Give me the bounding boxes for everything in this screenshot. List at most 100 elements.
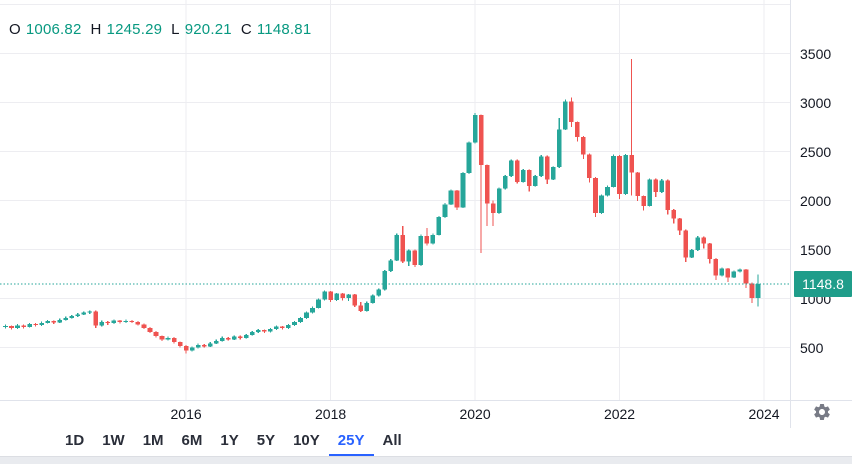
candle-body — [593, 177, 598, 214]
candle-body — [75, 314, 81, 317]
candle-body — [27, 323, 32, 327]
candle-body — [484, 165, 490, 204]
range-button-6m[interactable]: 6M — [173, 428, 212, 456]
range-button-1m[interactable]: 1M — [134, 428, 173, 456]
price-tick-label: 2000 — [800, 192, 832, 209]
candle-body — [81, 312, 87, 315]
candle-body — [701, 237, 707, 244]
candle-body — [514, 160, 520, 182]
candle-body — [641, 196, 646, 206]
price-tick-label: 3500 — [800, 45, 832, 62]
candle-body — [617, 155, 622, 195]
candle-body — [671, 209, 677, 219]
candle-body — [183, 346, 189, 351]
price-tick-label: 1500 — [800, 241, 832, 258]
candle-body — [358, 305, 363, 311]
candle-body — [695, 237, 701, 250]
range-button-1y[interactable]: 1Y — [211, 428, 247, 456]
candle-body — [63, 317, 68, 320]
candle-body — [352, 294, 357, 306]
candle-body — [460, 173, 466, 208]
range-button-25y[interactable]: 25Y — [328, 428, 374, 456]
candle-body — [382, 271, 388, 290]
candle-body — [532, 176, 538, 186]
candle-body — [731, 271, 737, 278]
candle-body — [51, 321, 56, 323]
candle-body — [346, 294, 351, 299]
time-tick-label: 2016 — [170, 406, 202, 422]
candle-body — [430, 234, 436, 244]
candle-body — [256, 330, 261, 333]
candle-body — [448, 190, 454, 205]
open-value: 1006.82 — [25, 21, 82, 38]
candle-body — [713, 258, 719, 276]
candle-body — [599, 195, 604, 214]
candle-body — [502, 176, 508, 189]
candle-body — [105, 321, 111, 324]
candle-body — [719, 268, 725, 276]
candle-body — [466, 142, 472, 174]
candle-body — [129, 320, 135, 323]
candle-body — [99, 321, 105, 326]
candle-body — [605, 186, 610, 196]
range-button-1w[interactable]: 1W — [93, 428, 134, 456]
candle-body — [394, 234, 400, 261]
candle-body — [683, 230, 689, 258]
candle-body — [219, 337, 225, 341]
price-axis[interactable]: 500 1000 1500 2000 2500 3000 3500 1148.8 — [791, 0, 852, 400]
candle-body — [286, 325, 291, 329]
candle-body — [611, 155, 616, 187]
candle-body — [87, 311, 93, 313]
candle-body — [189, 347, 195, 351]
candle-body — [635, 172, 640, 197]
candle-body — [424, 235, 430, 244]
candle-body — [659, 180, 664, 193]
high-label: H — [90, 21, 102, 38]
time-axis-border — [0, 400, 852, 401]
candle-body — [538, 156, 544, 176]
price-tick-label: 3000 — [800, 94, 832, 111]
candle-body — [57, 319, 62, 323]
candle-body — [298, 318, 303, 323]
candle-body — [268, 329, 273, 332]
candle-body — [340, 293, 345, 299]
range-button-10y[interactable]: 10Y — [284, 428, 329, 456]
time-tick-label: 2024 — [748, 406, 780, 422]
candle-body — [689, 249, 695, 258]
candle-body — [274, 326, 279, 330]
candle-body — [15, 325, 20, 329]
time-axis[interactable]: 2016 2018 2020 2022 2024 — [0, 401, 790, 428]
candle-body — [153, 331, 159, 337]
low-label: L — [171, 21, 180, 38]
candle-body — [322, 291, 327, 300]
candle-body — [587, 154, 592, 178]
candle-body — [737, 269, 743, 272]
candle-body — [237, 336, 243, 338]
candle-body — [334, 293, 339, 300]
candle-body — [653, 179, 658, 193]
candle-body — [310, 307, 315, 313]
candle-body — [370, 295, 376, 303]
range-button-all[interactable]: All — [374, 428, 411, 456]
candle-body — [406, 250, 412, 262]
candle-body — [33, 323, 38, 326]
candle-body — [442, 204, 448, 218]
gear-icon — [814, 404, 830, 420]
candle-body — [545, 156, 550, 180]
candle-body — [304, 312, 309, 319]
candle-body — [231, 336, 237, 340]
candle-body — [328, 291, 333, 300]
open-label: O — [9, 21, 21, 38]
candle-body — [213, 340, 219, 344]
candlestick-chart[interactable] — [0, 0, 852, 400]
candle-body — [412, 250, 418, 266]
candle-body — [21, 325, 26, 327]
range-button-1d[interactable]: 1D — [56, 428, 93, 456]
candle-body — [563, 101, 568, 130]
candle-body — [575, 122, 580, 137]
candle-body — [454, 190, 460, 208]
settings-button[interactable] — [812, 402, 832, 422]
range-button-5y[interactable]: 5Y — [248, 428, 284, 456]
candle-body — [147, 327, 153, 332]
